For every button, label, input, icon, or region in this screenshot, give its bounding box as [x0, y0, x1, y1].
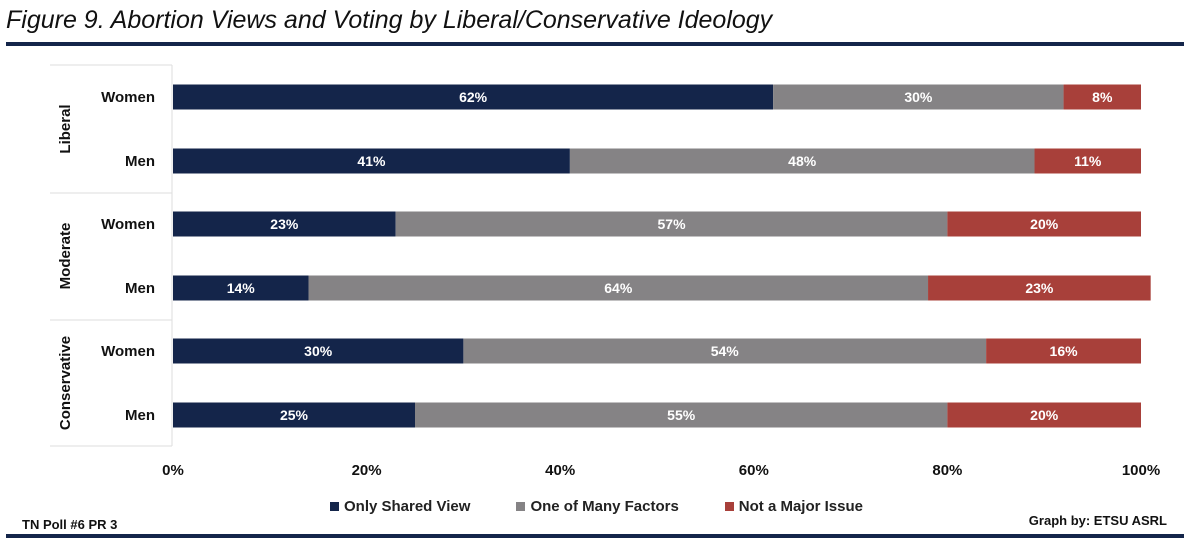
- group-label: Liberal: [57, 104, 74, 153]
- x-tick-label: 20%: [352, 462, 382, 479]
- data-label: 16%: [1050, 343, 1079, 359]
- bar-segment: [173, 338, 464, 364]
- bar-segment: [1034, 148, 1141, 174]
- data-label: 57%: [658, 216, 687, 232]
- bar-segment: [173, 84, 774, 110]
- legend-item: Only Shared View: [329, 498, 471, 515]
- chart-title: Figure 9. Abortion Views and Voting by L…: [6, 6, 773, 34]
- data-label: 41%: [357, 153, 386, 169]
- bar-segment: [463, 338, 987, 364]
- data-label: 23%: [270, 216, 299, 232]
- data-label: 8%: [1092, 89, 1113, 105]
- legend-label: One of Many Factors: [530, 498, 679, 515]
- bar-segment: [173, 211, 396, 237]
- footer-credit: Graph by: ETSU ASRL: [1028, 513, 1167, 528]
- data-label: 54%: [711, 343, 740, 359]
- legend-item: Not a Major Issue: [724, 498, 863, 515]
- data-label: 23%: [1025, 280, 1054, 296]
- bar-segment: [173, 275, 309, 301]
- bar-segment: [173, 148, 570, 174]
- category-label: Women: [101, 216, 155, 233]
- bar-segment: [1063, 84, 1141, 110]
- category-label: Men: [125, 153, 155, 170]
- x-tick-label: 80%: [932, 462, 962, 479]
- x-tick-label: 60%: [739, 462, 769, 479]
- data-label: 20%: [1030, 407, 1059, 423]
- category-label: Men: [125, 280, 155, 297]
- data-label: 48%: [788, 153, 817, 169]
- category-label: Women: [101, 89, 155, 106]
- bar-segment: [986, 338, 1141, 364]
- legend-label: Only Shared View: [343, 498, 471, 515]
- bar-segment: [415, 402, 948, 428]
- bar-segment: [773, 84, 1064, 110]
- x-tick-label: 40%: [545, 462, 575, 479]
- title-rule: [6, 42, 1184, 46]
- bar-segment: [947, 211, 1141, 237]
- bar-segment: [928, 275, 1151, 301]
- data-label: 30%: [904, 89, 933, 105]
- legend-label: Not a Major Issue: [738, 498, 863, 515]
- legend-item: One of Many Factors: [516, 498, 679, 515]
- category-label: Men: [125, 407, 155, 424]
- legend-swatch: [516, 502, 526, 511]
- bottom-rule: [6, 534, 1184, 538]
- group-label: Conservative: [57, 336, 74, 430]
- data-label: 64%: [604, 280, 633, 296]
- x-tick-label: 0%: [162, 462, 184, 479]
- legend-swatch: [724, 502, 734, 511]
- legend-swatch: [329, 502, 339, 511]
- data-label: 55%: [667, 407, 696, 423]
- bar-segment: [395, 211, 948, 237]
- data-label: 30%: [304, 343, 333, 359]
- bar-segment: [569, 148, 1035, 174]
- category-label: Women: [101, 343, 155, 360]
- data-label: 20%: [1030, 216, 1059, 232]
- legend: Only Shared View One of Many Factors Not a…: [0, 498, 1193, 515]
- footer-source: TN Poll #6 PR 3: [22, 517, 118, 532]
- group-label: Moderate: [57, 223, 74, 290]
- data-label: 11%: [1074, 153, 1102, 169]
- bar-segment: [308, 275, 929, 301]
- bar-segment: [947, 402, 1141, 428]
- data-label: 25%: [280, 407, 309, 423]
- x-tick-label: 100%: [1122, 462, 1160, 479]
- bar-segment: [173, 402, 415, 428]
- data-label: 14%: [227, 280, 256, 296]
- data-label: 62%: [459, 89, 488, 105]
